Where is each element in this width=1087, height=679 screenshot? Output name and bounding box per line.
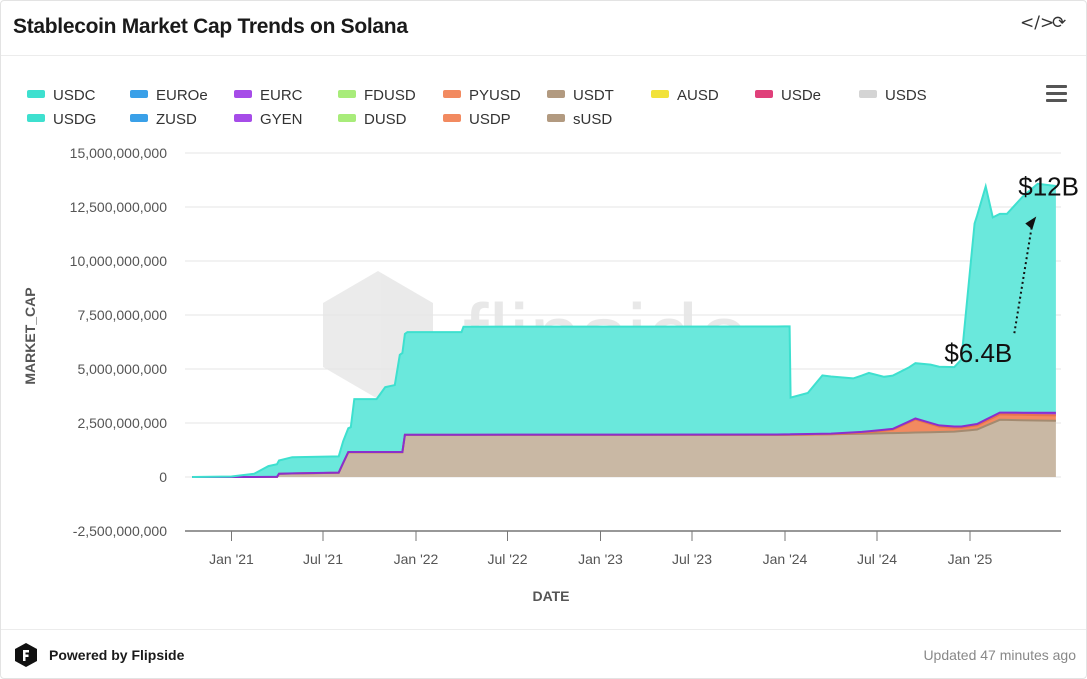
x-tick-label: Jan '25 [948, 551, 993, 567]
legend-item-dusd[interactable]: DUSD [338, 111, 407, 128]
annotation-label: $6.4B [944, 338, 1012, 368]
legend-swatch [338, 90, 356, 98]
chart-svg: flipside-2,500,000,00002,500,000,0005,00… [22, 85, 1079, 604]
card-header: Stablecoin Market Cap Trends on Solana <… [1, 1, 1086, 56]
powered-by-label[interactable]: Powered by Flipside [49, 647, 185, 663]
legend-swatch [547, 90, 565, 98]
legend-item-euroe[interactable]: EUROe [130, 87, 208, 104]
legend-label: USDG [53, 111, 96, 128]
menu-bar [1046, 85, 1067, 88]
legend-item-usdc[interactable]: USDC [27, 87, 96, 104]
legend-item-zusd[interactable]: ZUSD [130, 111, 197, 128]
legend-item-usdp[interactable]: USDP [443, 111, 511, 128]
menu-bar [1046, 92, 1067, 95]
y-tick-label: 0 [159, 469, 167, 485]
legend-label: AUSD [677, 87, 719, 104]
x-tick-label: Jul '22 [487, 551, 527, 567]
refresh-icon[interactable]: ⟳ [1052, 13, 1067, 33]
x-tick-label: Jan '24 [763, 551, 808, 567]
y-tick-label: -2,500,000,000 [73, 523, 167, 539]
legend-swatch [755, 90, 773, 98]
y-axis-title: MARKET_CAP [22, 287, 38, 384]
legend-item-susd[interactable]: sUSD [547, 111, 612, 128]
legend-item-usde[interactable]: USDe [755, 87, 821, 104]
updated-timestamp: Updated 47 minutes ago [923, 647, 1076, 663]
legend-swatch [338, 114, 356, 122]
legend-item-fdusd[interactable]: FDUSD [338, 87, 416, 104]
series-area-usdc[interactable] [192, 183, 1056, 478]
legend-item-usdt[interactable]: USDT [547, 87, 614, 104]
legend-swatch [234, 90, 252, 98]
x-tick-label: Jul '21 [303, 551, 343, 567]
legend-swatch [859, 90, 877, 98]
legend-label: PYUSD [469, 87, 521, 104]
y-tick-label: 5,000,000,000 [77, 361, 167, 377]
legend-item-usds[interactable]: USDS [859, 87, 927, 104]
legend-swatch [130, 90, 148, 98]
legend-label: EURC [260, 87, 303, 104]
y-tick-label: 2,500,000,000 [77, 415, 167, 431]
legend-label: FDUSD [364, 87, 416, 104]
legend-label: USDe [781, 87, 821, 104]
legend-swatch [651, 90, 669, 98]
legend-label: GYEN [260, 111, 303, 128]
x-tick-label: Jan '22 [394, 551, 439, 567]
legend-item-gyen[interactable]: GYEN [234, 111, 303, 128]
annotation-arrowhead [1025, 216, 1037, 230]
legend-item-usdg[interactable]: USDG [27, 111, 96, 128]
series-line-eurc[interactable] [192, 411, 1056, 478]
legend-label: DUSD [364, 111, 407, 128]
flipside-logo-icon [15, 643, 37, 667]
legend-item-pyusd[interactable]: PYUSD [443, 87, 521, 104]
chart-title: Stablecoin Market Cap Trends on Solana [13, 15, 408, 38]
x-tick-label: Jan '23 [578, 551, 623, 567]
code-icon[interactable]: </> [1020, 13, 1055, 33]
legend-swatch [27, 90, 45, 98]
menu-bar [1046, 99, 1067, 102]
legend-swatch [443, 90, 461, 98]
legend-label: USDS [885, 87, 927, 104]
y-tick-label: 10,000,000,000 [70, 253, 168, 269]
legend-swatch [443, 114, 461, 122]
y-tick-label: 7,500,000,000 [77, 307, 167, 323]
legend-swatch [27, 114, 45, 122]
legend-item-ausd[interactable]: AUSD [651, 87, 719, 104]
chart-area: flipside-2,500,000,00002,500,000,0005,00… [3, 56, 1086, 628]
y-tick-label: 15,000,000,000 [70, 145, 168, 161]
legend-label: ZUSD [156, 111, 197, 128]
x-axis-title: DATE [532, 588, 569, 604]
legend-swatch [130, 114, 148, 122]
legend-item-eurc[interactable]: EURC [234, 87, 303, 104]
legend-label: USDT [573, 87, 614, 104]
menu-icon[interactable] [1046, 85, 1067, 102]
legend-label: USDC [53, 87, 96, 104]
legend-label: sUSD [573, 111, 612, 128]
annotation-arrow [1013, 223, 1034, 334]
annotation-label: $12B [1018, 171, 1079, 201]
legend-label: EUROe [156, 87, 208, 104]
x-tick-label: Jul '24 [857, 551, 897, 567]
card-footer: Powered by Flipside Updated 47 minutes a… [1, 629, 1086, 679]
legend-label: USDP [469, 111, 511, 128]
y-tick-label: 12,500,000,000 [70, 199, 168, 215]
legend-swatch [547, 114, 565, 122]
series-line-usdc[interactable] [192, 182, 1057, 478]
x-tick-label: Jan '21 [209, 551, 254, 567]
x-tick-label: Jul '23 [672, 551, 712, 567]
legend-swatch [234, 114, 252, 122]
